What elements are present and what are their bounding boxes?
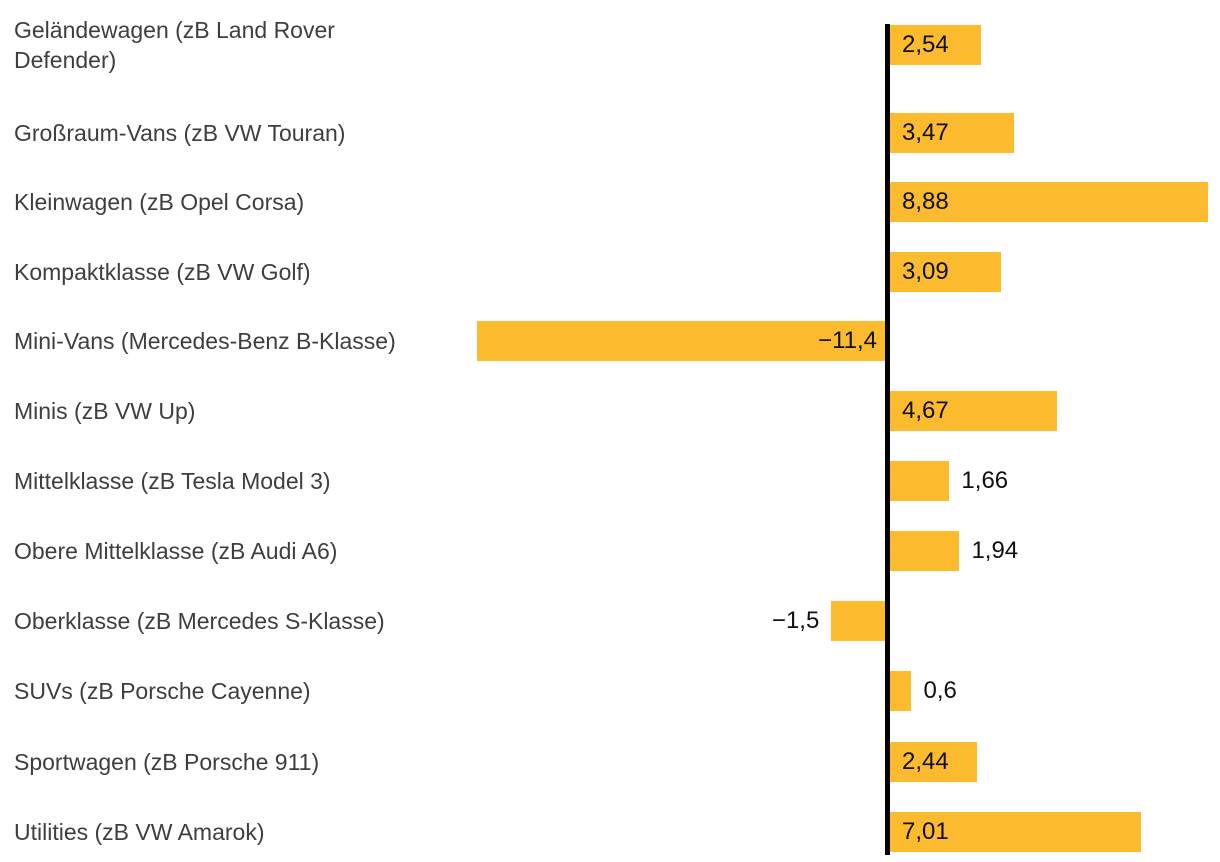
bar bbox=[831, 601, 885, 641]
bar bbox=[890, 671, 912, 711]
value-label: 3,09 bbox=[902, 258, 949, 285]
category-label: Kleinwagen (zB Opel Corsa) bbox=[14, 189, 305, 215]
category-label: Großraum-Vans (zB VW Touran) bbox=[14, 120, 346, 146]
bar bbox=[890, 25, 981, 65]
value-label: −1,5 bbox=[771, 607, 820, 634]
category-label: Utilities (zB VW Amarok) bbox=[14, 819, 265, 845]
value-label: 8,88 bbox=[902, 188, 949, 215]
bar bbox=[890, 182, 1208, 222]
zero-baseline-axis bbox=[885, 24, 890, 855]
category-label: Geländewagen (zB Land Rover Defender) bbox=[14, 17, 335, 73]
category-label: Mittelklasse (zB Tesla Model 3) bbox=[14, 468, 331, 494]
bar bbox=[890, 531, 960, 571]
category-label: Mini-Vans (Mercedes-Benz B-Klasse) bbox=[14, 328, 396, 354]
category-label: Kompaktklasse (zB VW Golf) bbox=[14, 259, 311, 285]
category-label: Minis (zB VW Up) bbox=[14, 398, 196, 424]
bar bbox=[890, 391, 1058, 431]
category-label: Oberklasse (zB Mercedes S-Klasse) bbox=[14, 608, 385, 634]
value-label: −11,4 bbox=[818, 327, 877, 354]
value-label: 1,94 bbox=[971, 537, 1019, 564]
value-label: 3,47 bbox=[902, 119, 949, 146]
category-label: Sportwagen (zB Porsche 911) bbox=[14, 749, 320, 775]
bar bbox=[890, 252, 1001, 292]
bar bbox=[890, 812, 1141, 852]
value-label: 2,54 bbox=[902, 31, 949, 58]
bar bbox=[890, 461, 950, 501]
bar bbox=[890, 742, 978, 782]
value-label: 2,44 bbox=[902, 748, 949, 775]
category-label: SUVs (zB Porsche Cayenne) bbox=[14, 678, 311, 704]
value-label: 4,67 bbox=[902, 397, 949, 424]
bar bbox=[476, 321, 885, 361]
value-label: 0,6 bbox=[923, 677, 957, 704]
value-label: 1,66 bbox=[961, 467, 1009, 494]
bar bbox=[890, 113, 1015, 153]
value-label: 7,01 bbox=[902, 818, 949, 845]
category-label: Obere Mittelklasse (zB Audi A6) bbox=[14, 538, 338, 564]
